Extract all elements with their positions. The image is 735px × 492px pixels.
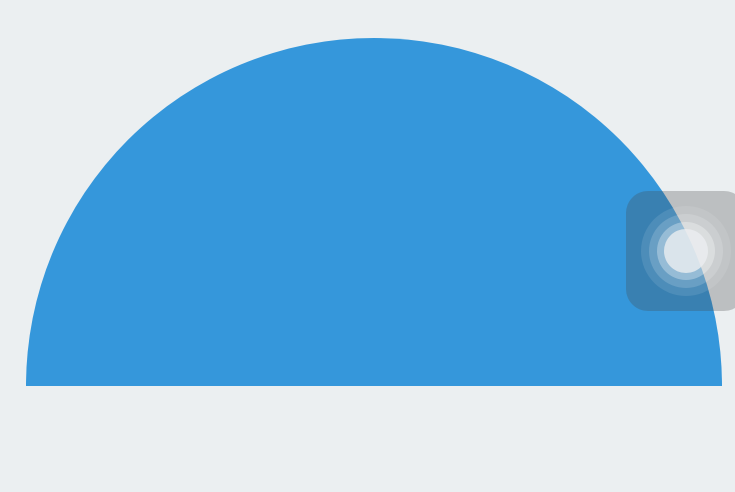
assistive-touch-core [664, 229, 708, 273]
assistive-touch-button[interactable] [626, 191, 735, 311]
semicircle-fill [26, 38, 722, 386]
